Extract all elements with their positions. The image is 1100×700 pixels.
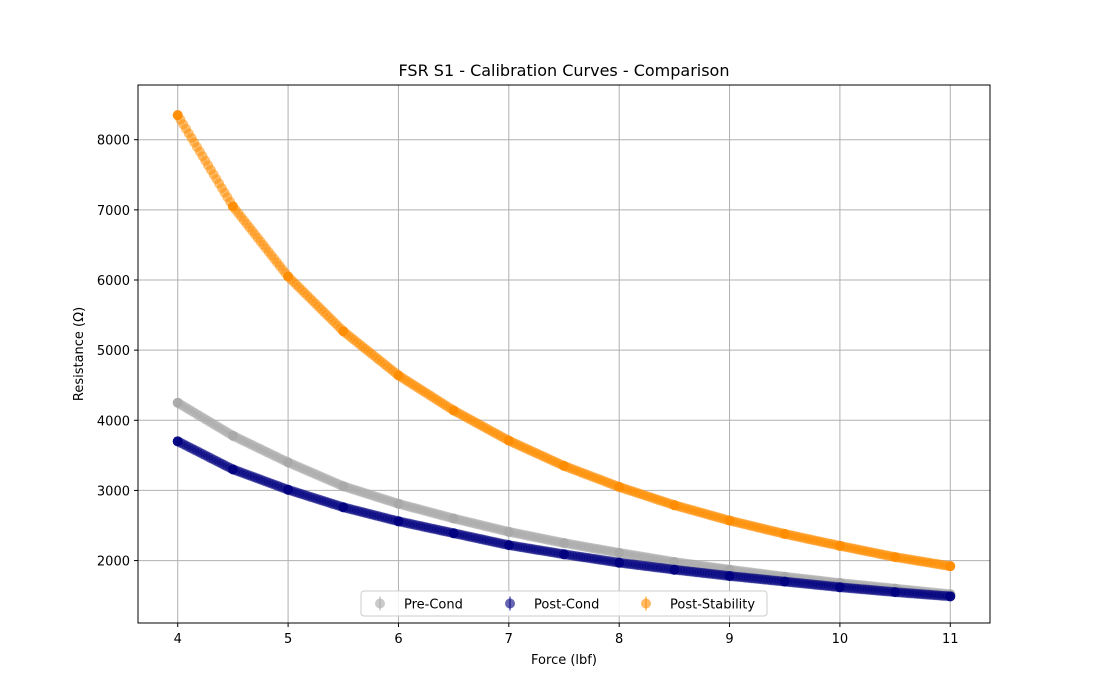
data-point bbox=[448, 528, 459, 539]
data-point bbox=[724, 515, 735, 526]
data-point bbox=[338, 326, 349, 337]
x-tick-label: 8 bbox=[615, 632, 623, 647]
data-point bbox=[559, 460, 569, 471]
series-layer bbox=[172, 110, 956, 602]
x-tick-label: 9 bbox=[725, 632, 733, 647]
data-point bbox=[283, 484, 294, 495]
data-point bbox=[172, 397, 183, 408]
legend-label: Pre-Cond bbox=[404, 598, 463, 613]
data-point bbox=[227, 464, 238, 475]
y-tick-label: 7000 bbox=[97, 204, 130, 219]
legend-marker bbox=[505, 598, 515, 609]
data-point bbox=[724, 571, 735, 582]
data-point bbox=[448, 513, 459, 524]
data-point bbox=[172, 110, 183, 121]
x-tick-label: 4 bbox=[174, 632, 182, 647]
data-point bbox=[227, 201, 238, 212]
data-point bbox=[338, 502, 349, 513]
data-point bbox=[503, 526, 514, 537]
y-tick-label: 3000 bbox=[97, 484, 130, 499]
series-post-stability bbox=[172, 110, 956, 572]
data-point bbox=[393, 370, 404, 381]
data-point bbox=[669, 564, 680, 575]
data-point bbox=[945, 591, 956, 602]
data-point bbox=[669, 500, 680, 511]
data-point bbox=[945, 561, 956, 572]
data-point bbox=[503, 435, 514, 446]
data-point bbox=[338, 481, 349, 492]
data-point bbox=[227, 430, 238, 441]
axis-ticks: 4 5 6 7 8 9 10 11 2000 3000 4000 5000 6000 7000 8000 bbox=[97, 134, 959, 647]
series-post-cond bbox=[172, 436, 956, 602]
legend-label: Post-Cond bbox=[534, 598, 599, 613]
data-point bbox=[779, 528, 790, 539]
data-point bbox=[834, 582, 845, 593]
legend-box bbox=[360, 590, 768, 617]
x-axis-label: Force (lbf) bbox=[531, 653, 597, 668]
x-tick-label: 10 bbox=[832, 632, 849, 647]
data-point bbox=[614, 547, 625, 558]
y-tick-label: 4000 bbox=[97, 414, 130, 429]
data-point bbox=[559, 549, 569, 560]
grid bbox=[138, 85, 990, 623]
y-axis-label: Resistance (Ω) bbox=[72, 307, 87, 401]
data-point bbox=[890, 552, 901, 563]
x-tick-label: 6 bbox=[394, 632, 402, 647]
y-tick-label: 5000 bbox=[97, 344, 130, 359]
x-tick-label: 7 bbox=[505, 632, 513, 647]
legend: Pre-Cond Post-Cond Post-Stability bbox=[360, 590, 768, 617]
y-tick-label: 6000 bbox=[97, 274, 130, 289]
x-tick-label: 5 bbox=[284, 632, 292, 647]
data-point bbox=[172, 436, 183, 447]
data-point bbox=[503, 540, 514, 551]
y-tick-label: 2000 bbox=[97, 555, 130, 570]
data-point bbox=[834, 540, 845, 551]
data-point bbox=[283, 271, 294, 282]
data-point bbox=[890, 587, 901, 598]
legend-label: Post-Stability bbox=[670, 598, 755, 613]
plot-frame bbox=[137, 84, 991, 624]
legend-marker bbox=[375, 598, 385, 609]
data-point bbox=[283, 457, 294, 468]
data-point bbox=[393, 498, 404, 509]
data-point bbox=[779, 576, 790, 587]
y-tick-label: 8000 bbox=[97, 134, 130, 149]
chart-title: FSR S1 - Calibration Curves - Comparison bbox=[399, 61, 730, 80]
data-point bbox=[448, 405, 459, 416]
data-point bbox=[559, 538, 569, 549]
x-tick-label: 11 bbox=[942, 632, 959, 647]
legend-marker bbox=[641, 598, 651, 609]
data-point bbox=[393, 516, 404, 527]
data-point bbox=[614, 481, 625, 492]
data-point bbox=[614, 557, 625, 568]
